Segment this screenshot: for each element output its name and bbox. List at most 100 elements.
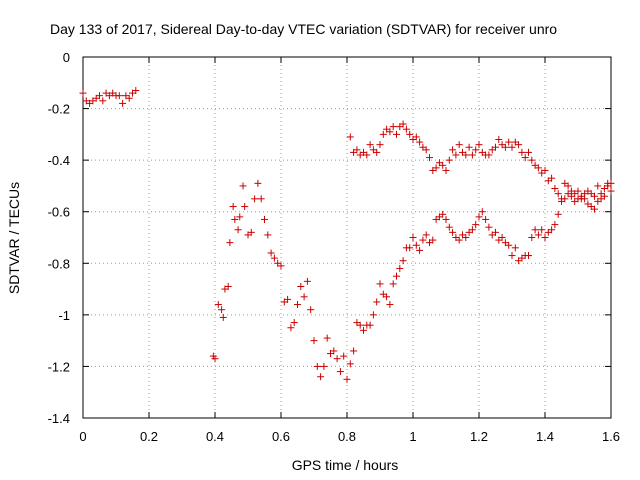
data-point — [346, 360, 354, 368]
data-point — [465, 143, 473, 151]
data-point — [412, 241, 420, 249]
data-point — [508, 143, 516, 151]
data-point — [376, 141, 384, 149]
data-point — [485, 223, 493, 231]
data-point — [525, 252, 532, 260]
data-point — [505, 138, 513, 146]
data-point — [505, 241, 513, 249]
data-point — [548, 174, 556, 182]
data-point — [445, 156, 453, 164]
data-point — [462, 151, 470, 159]
x-tick-label: 0.4 — [206, 429, 224, 444]
x-tick-label: 0 — [79, 429, 86, 444]
data-point — [409, 234, 417, 241]
data-point — [79, 89, 87, 97]
data-point — [591, 192, 598, 200]
data-point — [439, 161, 447, 169]
data-point — [241, 203, 249, 211]
data-point — [343, 375, 351, 383]
data-point — [320, 362, 328, 370]
data-point — [389, 280, 397, 288]
data-point — [492, 228, 499, 236]
data-point — [284, 295, 292, 303]
data-point — [597, 190, 605, 198]
data-point — [369, 311, 377, 319]
data-point — [541, 166, 549, 174]
data-point — [373, 298, 381, 306]
data-point — [515, 141, 523, 149]
data-point — [472, 221, 480, 229]
data-point — [548, 226, 556, 234]
data-point — [239, 182, 247, 190]
data-point — [564, 182, 572, 190]
y-tick-label: -0.6 — [48, 205, 70, 220]
data-point — [373, 148, 381, 156]
data-point — [254, 179, 262, 187]
data-point — [449, 228, 457, 236]
data-point — [551, 185, 559, 193]
data-point — [115, 92, 123, 100]
data-point — [531, 226, 539, 234]
data-point — [386, 128, 394, 136]
data-point — [607, 179, 615, 187]
data-point — [455, 236, 463, 244]
x-tick-label: 1.2 — [470, 429, 488, 444]
data-point — [402, 125, 410, 133]
data-point — [534, 231, 542, 239]
data-point — [224, 282, 232, 290]
data-point — [538, 226, 546, 234]
data-point — [455, 141, 463, 149]
data-point — [574, 187, 582, 195]
data-point — [313, 362, 321, 370]
data-point — [340, 352, 348, 360]
data-point — [350, 347, 358, 355]
data-point — [554, 190, 562, 198]
data-point — [330, 347, 338, 355]
data-point — [594, 182, 602, 190]
data-point — [346, 133, 354, 141]
data-point — [96, 92, 103, 100]
chart-title: Day 133 of 2017, Sidereal Day-to-day VTE… — [50, 21, 557, 37]
data-point — [294, 301, 301, 309]
data-point — [356, 321, 364, 329]
data-point — [442, 215, 450, 223]
data-point — [267, 249, 275, 257]
data-point — [607, 187, 615, 195]
data-point — [277, 262, 285, 270]
data-point — [99, 97, 107, 105]
data-point — [468, 151, 476, 159]
y-tick-label: -0.4 — [48, 153, 70, 168]
data-point — [247, 228, 255, 236]
data-point — [234, 226, 242, 234]
data-point — [432, 164, 440, 172]
data-point — [264, 231, 272, 239]
x-tick-label: 1 — [409, 429, 416, 444]
data-point — [386, 301, 394, 309]
data-point — [495, 136, 503, 144]
data-point — [366, 321, 374, 329]
data-point — [376, 280, 384, 288]
y-tick-label: 0 — [63, 50, 70, 65]
data-point — [419, 236, 427, 244]
data-point — [218, 306, 226, 314]
y-tick-label: -0.2 — [48, 102, 70, 117]
data-point — [399, 257, 407, 265]
y-tick-label: -0.8 — [48, 256, 70, 271]
data-point — [406, 130, 414, 138]
data-point — [511, 244, 519, 252]
data-point — [119, 99, 127, 107]
data-point — [498, 234, 506, 241]
data-point — [211, 355, 219, 363]
data-point — [591, 205, 598, 213]
data-point — [518, 148, 526, 156]
data-point — [303, 277, 311, 285]
y-axis-label: SDTVAR / TECUs — [6, 182, 22, 294]
data-point — [323, 334, 331, 342]
data-point — [125, 94, 133, 102]
data-point — [307, 306, 315, 314]
data-point — [236, 213, 244, 221]
x-tick-label: 0.6 — [272, 429, 290, 444]
data-point — [379, 130, 387, 138]
data-point — [508, 252, 516, 260]
